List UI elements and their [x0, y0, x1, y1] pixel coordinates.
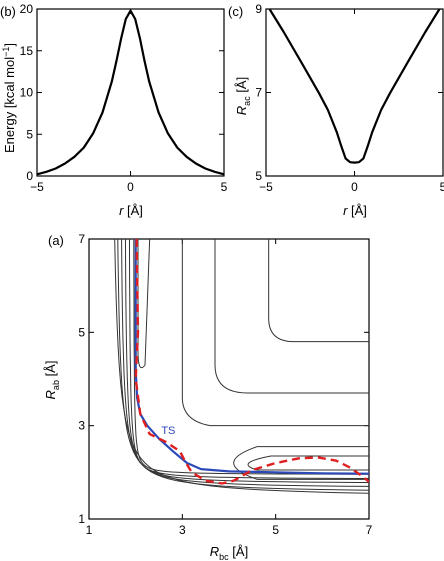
panel-b-energy-curve	[36, 9, 225, 176]
panel-a-ts-label: TS	[161, 425, 175, 437]
panel-b-label: (b)	[0, 4, 16, 19]
panel-c-plot: −5 0 5 5 7 9	[255, 2, 444, 194]
panel-b-ytick-label: 10	[20, 86, 34, 100]
panel-a-contour-plateau-3	[268, 239, 369, 343]
panel-a-xtick-label: 7	[366, 523, 373, 537]
panel-a-xtick-label: 3	[179, 523, 186, 537]
panel-a-contour	[128, 239, 369, 480]
panel-b-xtick-label: 5	[221, 180, 228, 194]
panel-a-ytick-label: 5	[78, 325, 85, 339]
panel-b-ytick-label: 5	[26, 127, 33, 141]
panel-a-contour	[121, 239, 369, 487]
panel-b-ylabel: Energy [kcal mol−1]	[1, 43, 17, 153]
panel-c-ytick-label: 9	[255, 2, 262, 16]
panel-c-xlabel: r [Å]	[343, 203, 367, 218]
panel-b-xtick-label: 0	[127, 180, 134, 194]
panel-c-xtick-label: 0	[351, 180, 358, 194]
panel-c-xtick-label: −5	[259, 180, 273, 194]
panel-b-xlabel: r [Å]	[119, 203, 143, 218]
panel-c-label: (c)	[228, 4, 243, 19]
panel-a-contour-channel-bottom-2	[233, 446, 369, 480]
panel-a-label: (a)	[48, 233, 64, 248]
panel-c-xtick-label: 5	[440, 180, 444, 194]
panel-c-ytick-label: 5	[255, 169, 262, 183]
panel-c: (c) −5 0 5 5 7 9 Rac [Å] r [Å]	[228, 2, 444, 218]
panel-a-contour-channel-left	[137, 239, 151, 369]
panel-c-ylabel: Rac [Å]	[234, 77, 252, 115]
panel-a-contour	[117, 239, 369, 491]
panel-a-xtick-label: 1	[86, 523, 93, 537]
panel-b-xtick-label: −5	[30, 180, 44, 194]
panel-b-frame	[36, 8, 225, 177]
panel-a-contour-plateau-1	[181, 239, 369, 427]
panel-b-ytick-label: 15	[20, 44, 34, 58]
panel-b-ytick-label: 0	[26, 169, 33, 183]
panel-a-contours	[114, 239, 369, 494]
panel-c-rac-curve	[268, 8, 441, 164]
panel-a-ytick-label: 1	[78, 512, 85, 526]
panel-c-ytick-label: 7	[255, 86, 262, 100]
panel-a-trajectory	[134, 239, 369, 485]
panel-c-frame	[265, 8, 444, 177]
panel-a-contour	[133, 239, 369, 475]
panel-a-ytick-label: 3	[78, 419, 85, 433]
panel-a-plot: 1 3 5 7 1 3 5 7 TS	[78, 232, 373, 537]
panel-a-contour	[124, 239, 369, 484]
panel-a-contour-plateau-2	[214, 239, 369, 394]
panel-a-xlabel: Rbc [Å]	[210, 544, 248, 561]
panel-a: (a) 1 3 5 7 1 3 5 7 TS Rab [Å] Rbc [Å]	[43, 232, 373, 561]
panel-b-ytick-label: 20	[20, 2, 34, 16]
panel-a-xtick-label: 5	[272, 523, 279, 537]
panel-a-contour-channel-bottom	[247, 455, 369, 471]
panel-a-ytick-label: 7	[78, 232, 85, 246]
panel-a-contour	[114, 239, 369, 494]
panel-a-ylabel: Rab [Å]	[43, 361, 61, 400]
panel-a-reaction-path	[134, 239, 369, 475]
panel-a-frame	[88, 238, 370, 520]
